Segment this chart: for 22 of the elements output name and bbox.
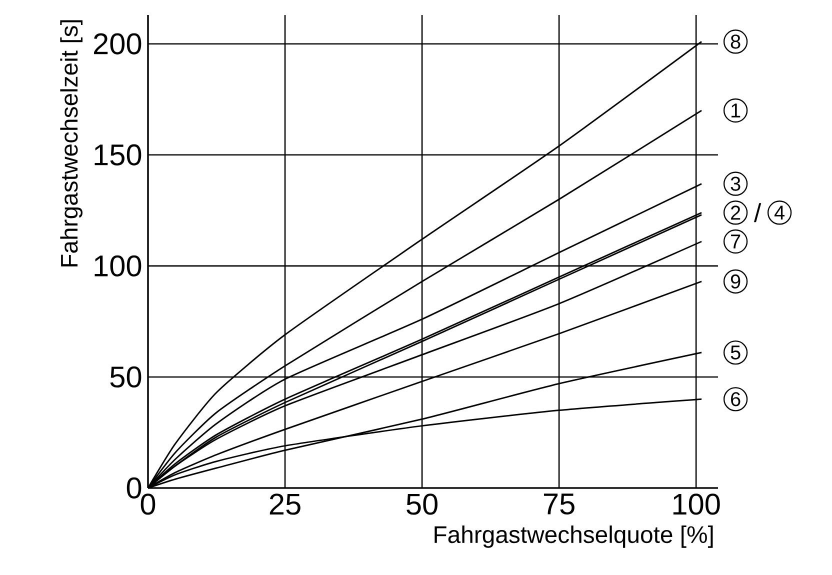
legend-label: 7 — [731, 234, 740, 248]
x-tick-label: 100 — [673, 494, 720, 515]
legend-label: 1 — [732, 104, 740, 118]
text: / — [754, 203, 762, 222]
y-tick-label: 200 — [94, 33, 142, 54]
legend-label: 6 — [731, 392, 740, 406]
legend-label: 5 — [730, 346, 740, 360]
legend-label: 4 — [774, 206, 785, 220]
y-axis-title: Fahrgastwechselzeit [s] — [60, 20, 82, 266]
x-axis-title: Fahrgastwechselquote [%] — [434, 526, 713, 548]
x-tick-label: 25 — [270, 494, 300, 515]
y-tick-label: 0 — [126, 477, 142, 499]
legend-label: 3 — [730, 176, 740, 191]
x-tick-label: 0 — [140, 494, 156, 515]
y-tick-label: 100 — [94, 255, 142, 277]
y-tick-label: 50 — [110, 366, 142, 388]
legend-label: 9 — [730, 274, 740, 289]
x-tick-label: 50 — [406, 494, 438, 515]
legend-label: 2 — [731, 206, 740, 220]
legend-label: 8 — [730, 34, 740, 49]
y-tick-label: 150 — [94, 144, 142, 166]
x-tick-label: 75 — [544, 494, 574, 515]
